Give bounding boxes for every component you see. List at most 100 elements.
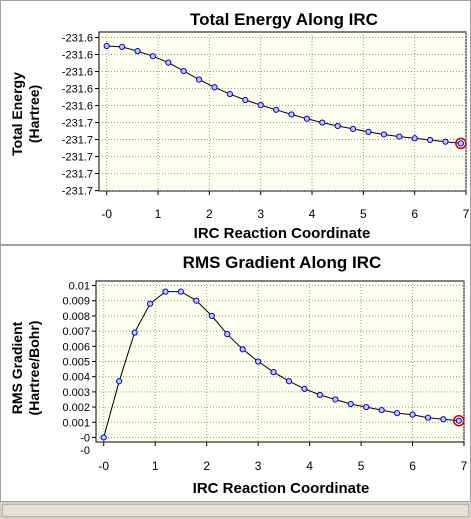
energy-data-point[interactable] xyxy=(149,53,156,60)
gradient-y-tick-label: 0.006 xyxy=(62,341,90,353)
gradient-y-tick-label: 0.001 xyxy=(62,417,90,429)
gradient-x-tick-label: 5 xyxy=(358,459,365,473)
energy-y-tick-label: -231.6 xyxy=(62,67,93,79)
gradient-chart: RMS Gradient Along IRC IRC Reaction Coor… xyxy=(9,253,468,497)
status-well xyxy=(2,504,469,517)
energy-data-point[interactable] xyxy=(457,140,464,147)
gradient-data-point[interactable] xyxy=(193,297,200,304)
status-strip xyxy=(0,501,471,519)
gradient-data-point[interactable] xyxy=(301,385,308,392)
energy-x-tick-label: 5 xyxy=(360,207,367,221)
energy-x-tick-label: 2 xyxy=(206,207,213,221)
energy-data-point[interactable] xyxy=(442,138,449,145)
energy-chart-y-axis-label-line1: Total Energy xyxy=(9,72,25,156)
gradient-y-tick-label: 0.005 xyxy=(62,357,90,369)
gradient-x-tick-label: 4 xyxy=(306,459,313,473)
energy-y-tick-label: -231.6 xyxy=(62,101,93,113)
energy-chart: Total Energy Along IRC IRC Reaction Coor… xyxy=(9,10,470,242)
gradient-chart-panel: RMS Gradient Along IRC IRC Reaction Coor… xyxy=(0,245,471,502)
gradient-y-tick-label-extra: -0 xyxy=(80,445,90,457)
energy-data-point[interactable] xyxy=(195,76,203,83)
energy-data-point[interactable] xyxy=(134,48,141,55)
gradient-data-point[interactable] xyxy=(332,396,339,403)
energy-data-point[interactable] xyxy=(165,59,172,66)
energy-x-tick-label: 4 xyxy=(309,207,316,221)
gradient-x-tick-label: 3 xyxy=(255,459,262,473)
energy-data-point[interactable] xyxy=(180,68,187,75)
energy-x-tick-label: 7 xyxy=(463,207,470,221)
energy-data-point[interactable] xyxy=(319,119,326,126)
energy-chart-y-axis-label-line2: (Hartree) xyxy=(26,85,42,143)
energy-y-tick-label: -231.6 xyxy=(62,84,93,96)
energy-x-tick-label: 3 xyxy=(257,207,264,221)
energy-data-point[interactable] xyxy=(365,128,372,136)
gradient-y-tick-label: 0.007 xyxy=(62,326,90,338)
gradient-data-point[interactable] xyxy=(409,411,416,418)
energy-data-point[interactable] xyxy=(303,115,310,122)
energy-y-tick-label: -231.6 xyxy=(62,33,93,45)
gradient-data-point[interactable] xyxy=(316,391,323,399)
gradient-data-point[interactable] xyxy=(285,378,293,385)
gradient-data-point[interactable] xyxy=(131,329,138,336)
energy-data-point[interactable] xyxy=(288,111,295,118)
gradient-data-point[interactable] xyxy=(162,288,169,295)
energy-data-point[interactable] xyxy=(257,102,264,109)
gradient-x-tick-label: 2 xyxy=(203,459,210,473)
gradient-data-point[interactable] xyxy=(116,378,123,385)
energy-chart-title: Total Energy Along IRC xyxy=(190,10,378,29)
energy-x-tick-label: -0 xyxy=(101,207,112,221)
energy-y-tick-label: -231.7 xyxy=(62,186,93,198)
energy-data-point[interactable] xyxy=(272,106,280,113)
gradient-data-point[interactable] xyxy=(100,434,107,441)
gradient-data-point[interactable] xyxy=(378,407,385,414)
gradient-data-point[interactable] xyxy=(363,403,370,411)
gradient-data-point[interactable] xyxy=(208,312,215,320)
gradient-current-point-ring xyxy=(453,414,465,427)
energy-chart-x-axis-label: IRC Reaction Coordinate xyxy=(194,225,371,242)
energy-y-tick-label: -231.6 xyxy=(62,50,93,62)
energy-data-point[interactable] xyxy=(118,43,126,50)
energy-y-tick-label: -231.7 xyxy=(62,118,93,130)
gradient-data-point[interactable] xyxy=(177,288,185,295)
gradient-data-point[interactable] xyxy=(393,410,401,417)
gradient-y-tick-label: 0.003 xyxy=(62,387,90,399)
energy-y-tick-label: -231.7 xyxy=(62,135,93,147)
gradient-data-point[interactable] xyxy=(146,300,154,307)
gradient-y-tick-label: 0.009 xyxy=(62,296,90,308)
gradient-chart-y-axis-label-line1: RMS Gradient xyxy=(9,321,25,414)
energy-current-point-ring xyxy=(455,137,467,150)
energy-y-tick-label: -231.7 xyxy=(62,169,93,181)
gradient-chart-x-axis-label: IRC Reaction Coordinate xyxy=(193,480,370,497)
gradient-chart-title: RMS Gradient Along IRC xyxy=(183,253,382,272)
gradient-data-point[interactable] xyxy=(440,416,447,423)
energy-x-tick-label: 6 xyxy=(411,207,418,221)
energy-data-point[interactable] xyxy=(226,90,233,98)
energy-data-point[interactable] xyxy=(380,131,387,138)
gradient-data-point[interactable] xyxy=(270,369,277,376)
gradient-x-tick-label: 7 xyxy=(461,459,468,473)
gradient-y-tick-label: 0.002 xyxy=(62,402,90,414)
gradient-x-tick-label: -0 xyxy=(98,459,109,473)
gradient-data-point[interactable] xyxy=(224,331,231,338)
energy-y-tick-label: -231.7 xyxy=(62,152,93,164)
gradient-data-point[interactable] xyxy=(239,346,246,353)
energy-data-point[interactable] xyxy=(426,136,434,144)
gradient-y-tick-label: 0.004 xyxy=(62,372,90,384)
gradient-y-tick-label: -0 xyxy=(80,432,90,444)
gradient-data-point[interactable] xyxy=(455,417,462,424)
gradient-data-point[interactable] xyxy=(255,358,262,365)
gradient-y-tick-label: 0.01 xyxy=(69,281,90,293)
energy-data-point[interactable] xyxy=(242,96,249,104)
gradient-data-point[interactable] xyxy=(347,400,354,408)
energy-data-point[interactable] xyxy=(396,133,403,140)
energy-x-tick-label: 1 xyxy=(155,207,162,221)
gradient-chart-y-axis-label-line2: (Hartree/Bohr) xyxy=(26,321,42,416)
energy-data-point[interactable] xyxy=(211,84,218,91)
gradient-x-tick-label: 1 xyxy=(152,459,159,473)
energy-data-point[interactable] xyxy=(334,122,341,130)
gradient-data-point[interactable] xyxy=(424,414,432,421)
energy-data-point[interactable] xyxy=(103,42,110,50)
energy-chart-panel: Total Energy Along IRC IRC Reaction Coor… xyxy=(0,0,471,245)
energy-data-point[interactable] xyxy=(411,135,418,142)
energy-data-point[interactable] xyxy=(349,125,357,133)
